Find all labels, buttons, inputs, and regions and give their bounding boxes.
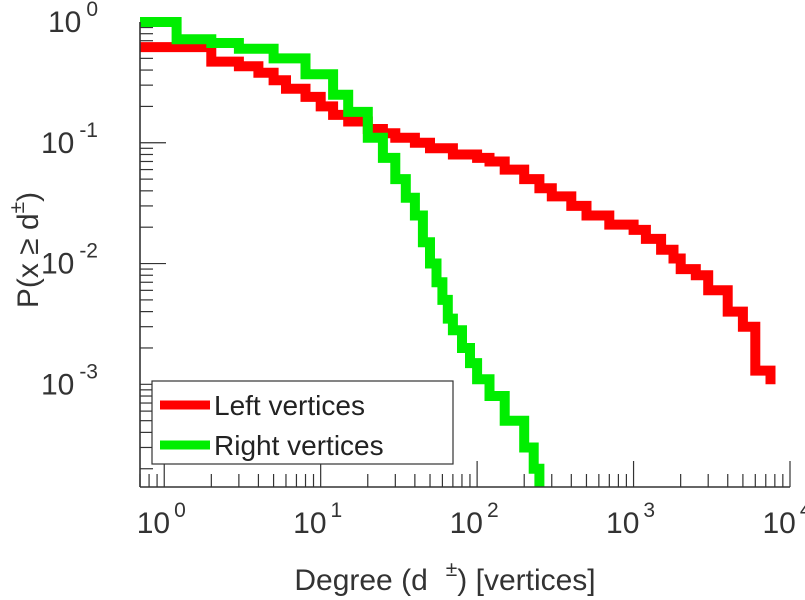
x-tick-label: 10 1 bbox=[293, 499, 342, 540]
y-tick-label: 10 -2 bbox=[41, 240, 98, 281]
series-line-left-vertices bbox=[140, 42, 776, 385]
x-tick-label: 10 3 bbox=[606, 499, 655, 540]
x-tick-label: 104 bbox=[762, 499, 805, 540]
y-axis-label: P(x ≥ d±) bbox=[6, 192, 45, 308]
legend-label-left-vertices: Left vertices bbox=[214, 390, 365, 421]
y-tick-label: 10 -3 bbox=[41, 360, 98, 401]
legend: Left vertices Right vertices bbox=[151, 380, 454, 465]
legend-label-right-vertices: Right vertices bbox=[214, 430, 384, 461]
x-axis-label: Degree (d ±) [vertices] bbox=[294, 558, 595, 597]
axes-layer bbox=[139, 22, 790, 488]
y-tick-label: 10 0 bbox=[48, 0, 98, 39]
ticks-layer bbox=[139, 21, 791, 487]
x-tick-label: 10 2 bbox=[450, 499, 499, 540]
tick-labels-layer: 100 101 102 103 104 100 10-1 10-2 10-3 bbox=[41, 0, 805, 540]
series-line-right-vertices bbox=[140, 17, 545, 487]
x-tick-label: 10 0 bbox=[137, 499, 186, 540]
series-layer bbox=[140, 17, 776, 487]
legend-box bbox=[151, 380, 454, 465]
y-tick-label: 10 -1 bbox=[41, 119, 98, 160]
